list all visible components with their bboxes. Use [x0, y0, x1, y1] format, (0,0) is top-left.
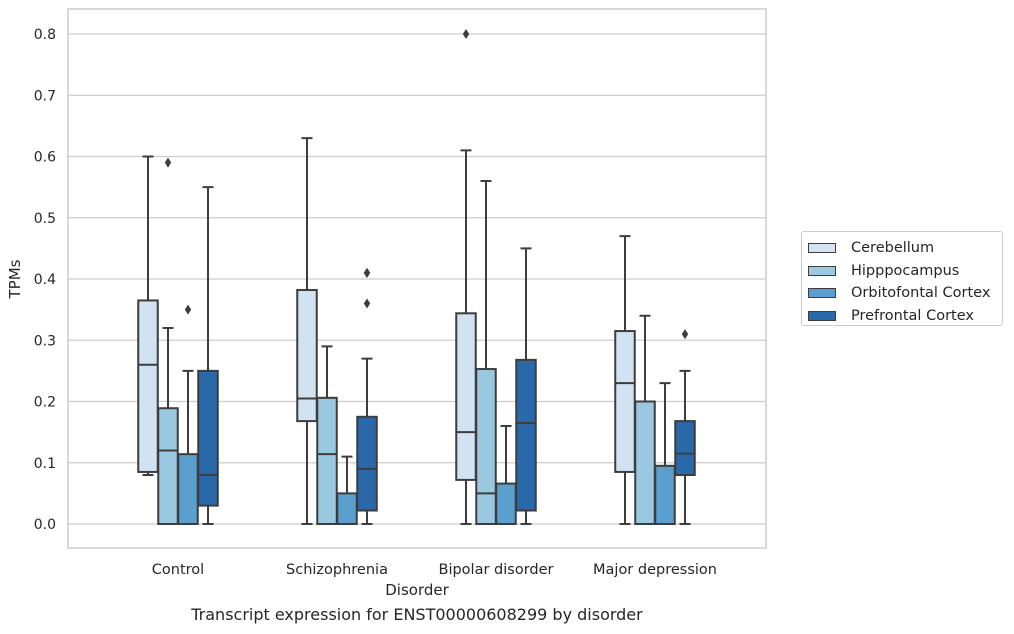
legend-label: Orbitofontal Cortex: [851, 285, 991, 302]
box-iqr: [475, 368, 497, 525]
box-iqr: [316, 396, 338, 526]
outlier-point: [184, 304, 192, 315]
y-tick-label: 0.5: [34, 211, 56, 227]
box-iqr: [177, 453, 199, 525]
box-groups: [137, 29, 696, 526]
box-iqr: [654, 464, 676, 525]
outlier-point: [164, 157, 172, 168]
x-tick-label: Bipolar disorder: [439, 562, 554, 578]
y-tick-label: 0.4: [34, 272, 56, 288]
outlier-point: [363, 298, 371, 309]
y-axis-label: TPMs: [6, 259, 24, 299]
y-tick-label: 0.8: [34, 27, 56, 43]
box-3-3: [674, 329, 696, 525]
box-1-3: [356, 267, 378, 525]
legend-item: Prefrontal Cortex: [808, 305, 1002, 328]
y-tick-label: 0.3: [34, 333, 56, 349]
y-tick-labels: 0.0 0.1 0.2 0.3 0.4 0.5 0.6 0.7 0.8: [34, 27, 56, 533]
box-iqr: [197, 369, 219, 507]
box-0-1: [157, 157, 179, 525]
box-iqr: [296, 289, 318, 423]
box-0-2: [177, 304, 199, 525]
box-iqr: [157, 407, 179, 525]
box-2-2: [495, 425, 517, 526]
box-iqr: [455, 312, 477, 481]
y-tick-label: 0.7: [34, 88, 56, 104]
box-3-1: [634, 314, 656, 525]
x-axis-label: Disorder: [385, 581, 449, 599]
box-iqr: [614, 330, 636, 473]
plot-frame: [67, 8, 767, 549]
legend-item: Hipppocampus: [808, 260, 1002, 283]
legend-label: Prefrontal Cortex: [851, 307, 974, 324]
box-iqr: [137, 299, 159, 473]
box-2-0: [455, 29, 477, 525]
x-tick-label: Major depression: [593, 562, 717, 578]
box-iqr: [495, 482, 517, 526]
box-iqr: [634, 400, 656, 525]
y-tick-label: 0.1: [34, 456, 56, 472]
box-0-3: [197, 186, 219, 525]
box-iqr: [336, 492, 358, 525]
outlier-point: [363, 267, 371, 278]
box-1-1: [316, 345, 338, 526]
legend-item: Orbitofontal Cortex: [808, 282, 1002, 305]
y-tick-label: 0.0: [34, 517, 56, 533]
y-tick-label: 0.2: [34, 395, 56, 411]
box-3-2: [654, 382, 676, 525]
legend-swatch: [808, 243, 836, 254]
legend-item: Cerebellum: [808, 237, 1002, 260]
legend-swatch: [808, 265, 836, 276]
x-tick-labels: Control Schizophrenia Bipolar disorder Majo…: [152, 562, 717, 578]
outlier-point: [462, 29, 470, 39]
box-1-2: [336, 455, 358, 525]
box-iqr: [515, 358, 537, 512]
box-1-0: [296, 137, 318, 525]
box-0-0: [137, 155, 159, 476]
box-2-1: [475, 180, 497, 525]
box-iqr: [674, 420, 696, 477]
legend-label: Hipppocampus: [851, 262, 960, 279]
box-iqr: [356, 415, 378, 512]
legend-label: Cerebellum: [851, 240, 935, 257]
y-tick-label: 0.6: [34, 150, 56, 166]
figure-caption: Transcript expression for ENST0000060829…: [191, 605, 643, 624]
x-tick-label: Control: [152, 562, 204, 578]
outlier-point: [681, 329, 689, 340]
x-tick-label: Schizophrenia: [286, 562, 388, 578]
box-2-3: [515, 247, 537, 525]
legend: Cerebellum Hipppocampus Orbitofontal Corte…: [801, 231, 1003, 326]
legend-swatch: [808, 288, 836, 299]
legend-swatch: [808, 310, 836, 321]
